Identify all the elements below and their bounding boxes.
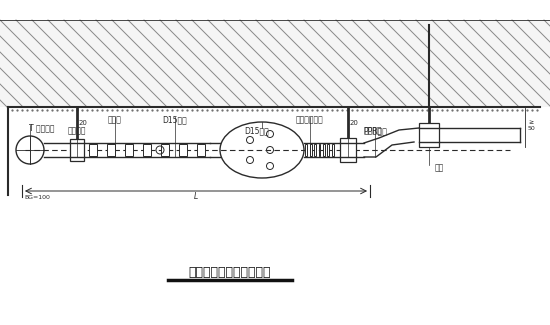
Bar	[314, 144, 316, 156]
Text: PPR塑管: PPR塑管	[363, 126, 387, 135]
Text: 20: 20	[350, 120, 359, 126]
Text: D15阀门: D15阀门	[163, 115, 188, 124]
Bar	[0, 20, 550, 107]
Bar	[340, 138, 356, 162]
Text: BG=100: BG=100	[24, 195, 50, 200]
Bar	[179, 144, 187, 156]
Bar	[332, 144, 334, 156]
Bar	[419, 123, 439, 147]
Bar	[125, 144, 133, 156]
Text: 外螺纹宝塔头: 外螺纹宝塔头	[296, 115, 324, 124]
Bar	[323, 144, 325, 156]
Text: 角钢支架: 角钢支架	[364, 126, 382, 135]
Bar	[197, 144, 205, 156]
Bar	[327, 144, 329, 156]
Bar	[143, 144, 151, 156]
Text: 管卡: 管卡	[434, 163, 444, 172]
Text: 20: 20	[79, 120, 88, 126]
Bar	[161, 144, 169, 156]
Bar	[107, 144, 115, 156]
Bar	[310, 144, 312, 156]
Bar	[70, 139, 84, 161]
Text: 室内分户水表水平安装图: 室内分户水表水平安装图	[189, 266, 271, 280]
Text: ≥
50: ≥ 50	[528, 120, 536, 131]
Text: 角钢支架: 角钢支架	[68, 126, 86, 135]
Text: D15水表: D15水表	[245, 126, 270, 135]
Bar	[318, 144, 321, 156]
Text: 镀锌管: 镀锌管	[108, 115, 122, 124]
Text: T 型钢三通: T 型钢三通	[29, 123, 55, 132]
Bar	[89, 144, 97, 156]
Text: L: L	[194, 192, 198, 201]
Bar	[305, 144, 307, 156]
